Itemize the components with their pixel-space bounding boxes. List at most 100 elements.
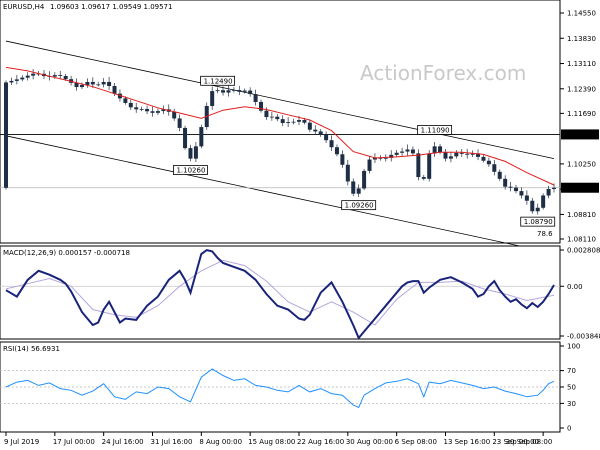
- candle-body: [492, 164, 497, 172]
- candle-body: [231, 90, 236, 91]
- candle-body: [90, 81, 95, 85]
- price-panel: ActionForex.com EURUSD,H4 1.09603 1.0961…: [0, 0, 599, 254]
- macd-title: MACD(12,26,9) 0.000157 -0.000718: [3, 249, 130, 257]
- candle-body: [302, 120, 307, 123]
- x-tick-label: 23 Sep 00:00: [492, 438, 539, 446]
- candle-body: [145, 108, 150, 112]
- candle-body: [546, 188, 551, 196]
- candle-body: [4, 82, 8, 188]
- swing-point-box: [200, 75, 236, 86]
- candle-body: [497, 171, 502, 179]
- price-y-tick-label: 1.08810: [567, 211, 596, 219]
- candle-body: [291, 121, 296, 123]
- candle-body: [188, 148, 193, 159]
- candle-body: [193, 146, 198, 159]
- candle-body: [264, 110, 269, 118]
- x-tick-label: 24 Jul 16:00: [102, 438, 144, 446]
- rsi-y-tick-label: 30: [567, 400, 576, 408]
- macd-y-tick-label: 0.00: [567, 283, 583, 291]
- swing-point-label: 1.08790: [524, 218, 553, 226]
- rsi-y-tick-label: 50: [567, 384, 576, 392]
- candle-body: [296, 120, 301, 122]
- candle-body: [25, 75, 30, 78]
- candle-body: [275, 116, 280, 120]
- candle-body: [123, 98, 128, 103]
- candle-body: [210, 91, 215, 106]
- current-price-tag: [561, 182, 599, 193]
- candle-body: [161, 109, 166, 112]
- candle-body: [367, 159, 372, 171]
- candle-body: [427, 153, 432, 179]
- swing-point-box: [341, 200, 377, 211]
- macd-y-tick-label: 0.002808: [567, 247, 600, 255]
- candle-body: [63, 75, 68, 80]
- macd-y-tick-label: -0.003848: [567, 333, 600, 341]
- price-panel-frame: [0, 0, 561, 244]
- candle-body: [486, 160, 491, 165]
- ohlc-values: 1.09603 1.09617 1.09549 1.09571: [50, 3, 172, 11]
- swing-point-box: [520, 216, 556, 227]
- rsi-y-tick-label: 70: [567, 367, 576, 375]
- moving-average-line: [5, 66, 555, 186]
- candle-body: [237, 90, 242, 92]
- candle-body: [416, 153, 421, 178]
- x-tick-label: 6 Sep 08:00: [395, 438, 437, 446]
- x-tick-label: 15 Aug 08:00: [248, 438, 295, 446]
- candle-body: [476, 153, 481, 157]
- candle-body: [410, 149, 415, 154]
- x-tick-label: 17 Jul 00:00: [53, 438, 95, 446]
- candle-body: [454, 152, 459, 157]
- candle-body: [394, 152, 399, 155]
- candle-body: [405, 149, 410, 152]
- price-y-tick-label: 1.08110: [567, 236, 596, 244]
- candle-body: [541, 195, 546, 208]
- macd-line: [5, 249, 555, 340]
- candle-body: [508, 186, 513, 188]
- rsi-title: RSI(14) 56.6931: [3, 345, 60, 353]
- candle-body: [139, 108, 144, 110]
- candle-body: [552, 187, 556, 189]
- resistance-price-tag: [561, 129, 599, 140]
- macd-panel-frame: [0, 245, 561, 340]
- candle-body: [215, 90, 220, 92]
- x-tick-label: 8 Aug 00:00: [199, 438, 242, 446]
- x-tick-label: 30 Sep 08:00: [506, 438, 553, 446]
- candle-body: [280, 119, 285, 124]
- swing-point-label: 1.10260: [176, 167, 205, 175]
- candle-body: [14, 79, 19, 81]
- price-layer: 1.14550 1.13830 1.13110 1.12390 1.11690 1.102…: [0, 10, 599, 254]
- swing-point-box: [417, 125, 453, 135]
- candle-body: [329, 140, 334, 148]
- x-tick-label: 9 Jul 2019: [4, 438, 39, 446]
- candle-body: [269, 116, 274, 118]
- price-y-tick-label: 1.11690: [567, 110, 596, 118]
- candle-body: [253, 94, 258, 102]
- candle-body: [74, 82, 79, 88]
- candle-body: [79, 84, 84, 88]
- candle-body: [443, 152, 448, 159]
- candle-body: [345, 164, 350, 182]
- x-axis: 9 Jul 2019 17 Jul 00:00 24 Jul 16:00 31 Jul…: [4, 432, 552, 446]
- candle-body: [117, 93, 122, 99]
- candle-body: [155, 111, 160, 113]
- candle-body: [372, 157, 377, 160]
- candle-body: [318, 131, 323, 135]
- resistance-price-tag-label: 1.11090: [565, 131, 594, 139]
- macd-layer: 0.002808 0.00 -0.003848: [0, 247, 600, 341]
- candle-body: [134, 107, 139, 110]
- candle-body: [112, 85, 117, 94]
- rsi-panel: RSI(14) 56.6931 100 70 50 30 0: [0, 341, 580, 433]
- fib-level-label: 78.6: [537, 230, 553, 238]
- candle-body: [481, 156, 486, 161]
- rsi-y-tick-label: 100: [567, 343, 580, 351]
- candle-body: [362, 170, 367, 189]
- candle-body: [128, 102, 133, 108]
- candle-body: [421, 177, 426, 179]
- candle-body: [400, 151, 405, 153]
- candle-body: [530, 200, 535, 212]
- candle-body: [459, 152, 464, 154]
- candle-body: [519, 191, 524, 196]
- candle-body: [432, 146, 437, 154]
- candle-body: [199, 127, 204, 147]
